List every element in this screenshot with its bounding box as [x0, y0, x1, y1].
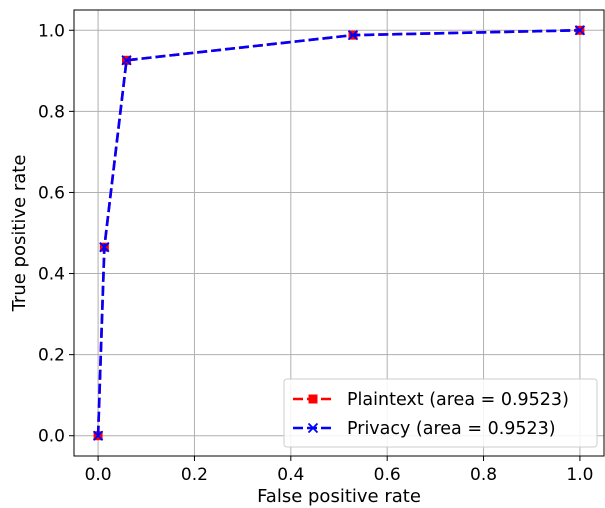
- x-tick-label: 0.8: [470, 465, 497, 485]
- x-tick-label: 0.6: [374, 465, 401, 485]
- x-tick-label: 0.2: [181, 465, 208, 485]
- data-point: [99, 242, 110, 253]
- series-layer: [92, 25, 586, 441]
- series-line: [96, 28, 580, 436]
- x-tick-label: 0.0: [85, 465, 112, 485]
- data-point: [121, 55, 132, 66]
- x-tick-label: 0.4: [277, 465, 304, 485]
- axis-ticks: 0.0 0.2 0.4 0.6 0.8 1.0 0.0 0.2 0.4 0.6 0.8 1.0: [38, 21, 593, 485]
- plot-frame: [73, 9, 605, 457]
- y-axis-title: True positive rate: [9, 155, 30, 313]
- legend-box: [283, 378, 598, 448]
- y-tick-label: 0.6: [38, 183, 65, 203]
- legend-label: Plaintext (area = 0.9523): [347, 390, 569, 410]
- y-tick-label: 0.4: [38, 265, 65, 285]
- legend-marker: [308, 394, 318, 404]
- legend: Plaintext (area = 0.9523) Privacy (area =…: [283, 378, 598, 448]
- data-point: [347, 30, 359, 41]
- x-axis-title: False positive rate: [257, 486, 421, 507]
- y-tick-label: 0.0: [38, 427, 65, 447]
- y-tick-label: 0.8: [38, 102, 65, 122]
- legend-marker: [307, 422, 319, 434]
- x-tick-label: 1.0: [566, 465, 593, 485]
- y-tick-label: 0.2: [38, 346, 65, 366]
- grid-lines: [74, 10, 604, 456]
- data-point: [92, 430, 104, 441]
- y-tick-label: 1.0: [38, 21, 65, 41]
- legend-label: Privacy (area = 0.9523): [347, 419, 556, 439]
- data-point: [574, 25, 586, 36]
- series-line: [96, 28, 580, 436]
